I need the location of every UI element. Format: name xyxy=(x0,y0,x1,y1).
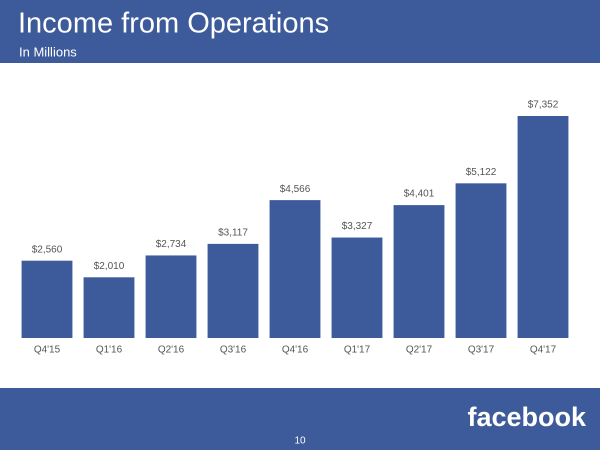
x-tick-label: Q1'17 xyxy=(344,345,371,356)
slide-subtitle: In Millions xyxy=(19,44,77,59)
x-tick-label: Q4'17 xyxy=(530,345,557,356)
x-tick-label: Q3'16 xyxy=(220,345,247,356)
bar xyxy=(331,237,383,338)
page-number: 10 xyxy=(294,436,306,447)
bar xyxy=(517,116,569,338)
value-label: $5,122 xyxy=(466,167,497,178)
x-tick-label: Q2'17 xyxy=(406,345,433,356)
bar xyxy=(83,277,135,338)
value-label: $7,352 xyxy=(528,100,559,111)
bar xyxy=(21,260,73,338)
x-tick-label: Q4'15 xyxy=(34,345,61,356)
x-tick-label: Q1'16 xyxy=(96,345,123,356)
brand-logo: facebook xyxy=(467,402,587,432)
bar xyxy=(455,183,507,338)
x-tick-label: Q4'16 xyxy=(282,345,309,356)
value-label: $4,566 xyxy=(280,184,311,195)
bar xyxy=(207,243,259,338)
value-label: $3,117 xyxy=(218,228,248,239)
value-label: $2,560 xyxy=(32,244,63,255)
x-tick-label: Q3'17 xyxy=(468,345,495,356)
header-band xyxy=(0,0,600,63)
footer-band xyxy=(0,388,600,450)
slide-title: Income from Operations xyxy=(18,8,329,40)
value-label: $2,010 xyxy=(94,261,125,272)
bar xyxy=(145,255,197,338)
value-label: $2,734 xyxy=(156,239,187,250)
value-label: $4,401 xyxy=(404,189,435,200)
bar xyxy=(269,200,321,338)
bar xyxy=(393,205,445,338)
x-tick-label: Q2'16 xyxy=(158,345,185,356)
value-label: $3,327 xyxy=(342,221,373,232)
